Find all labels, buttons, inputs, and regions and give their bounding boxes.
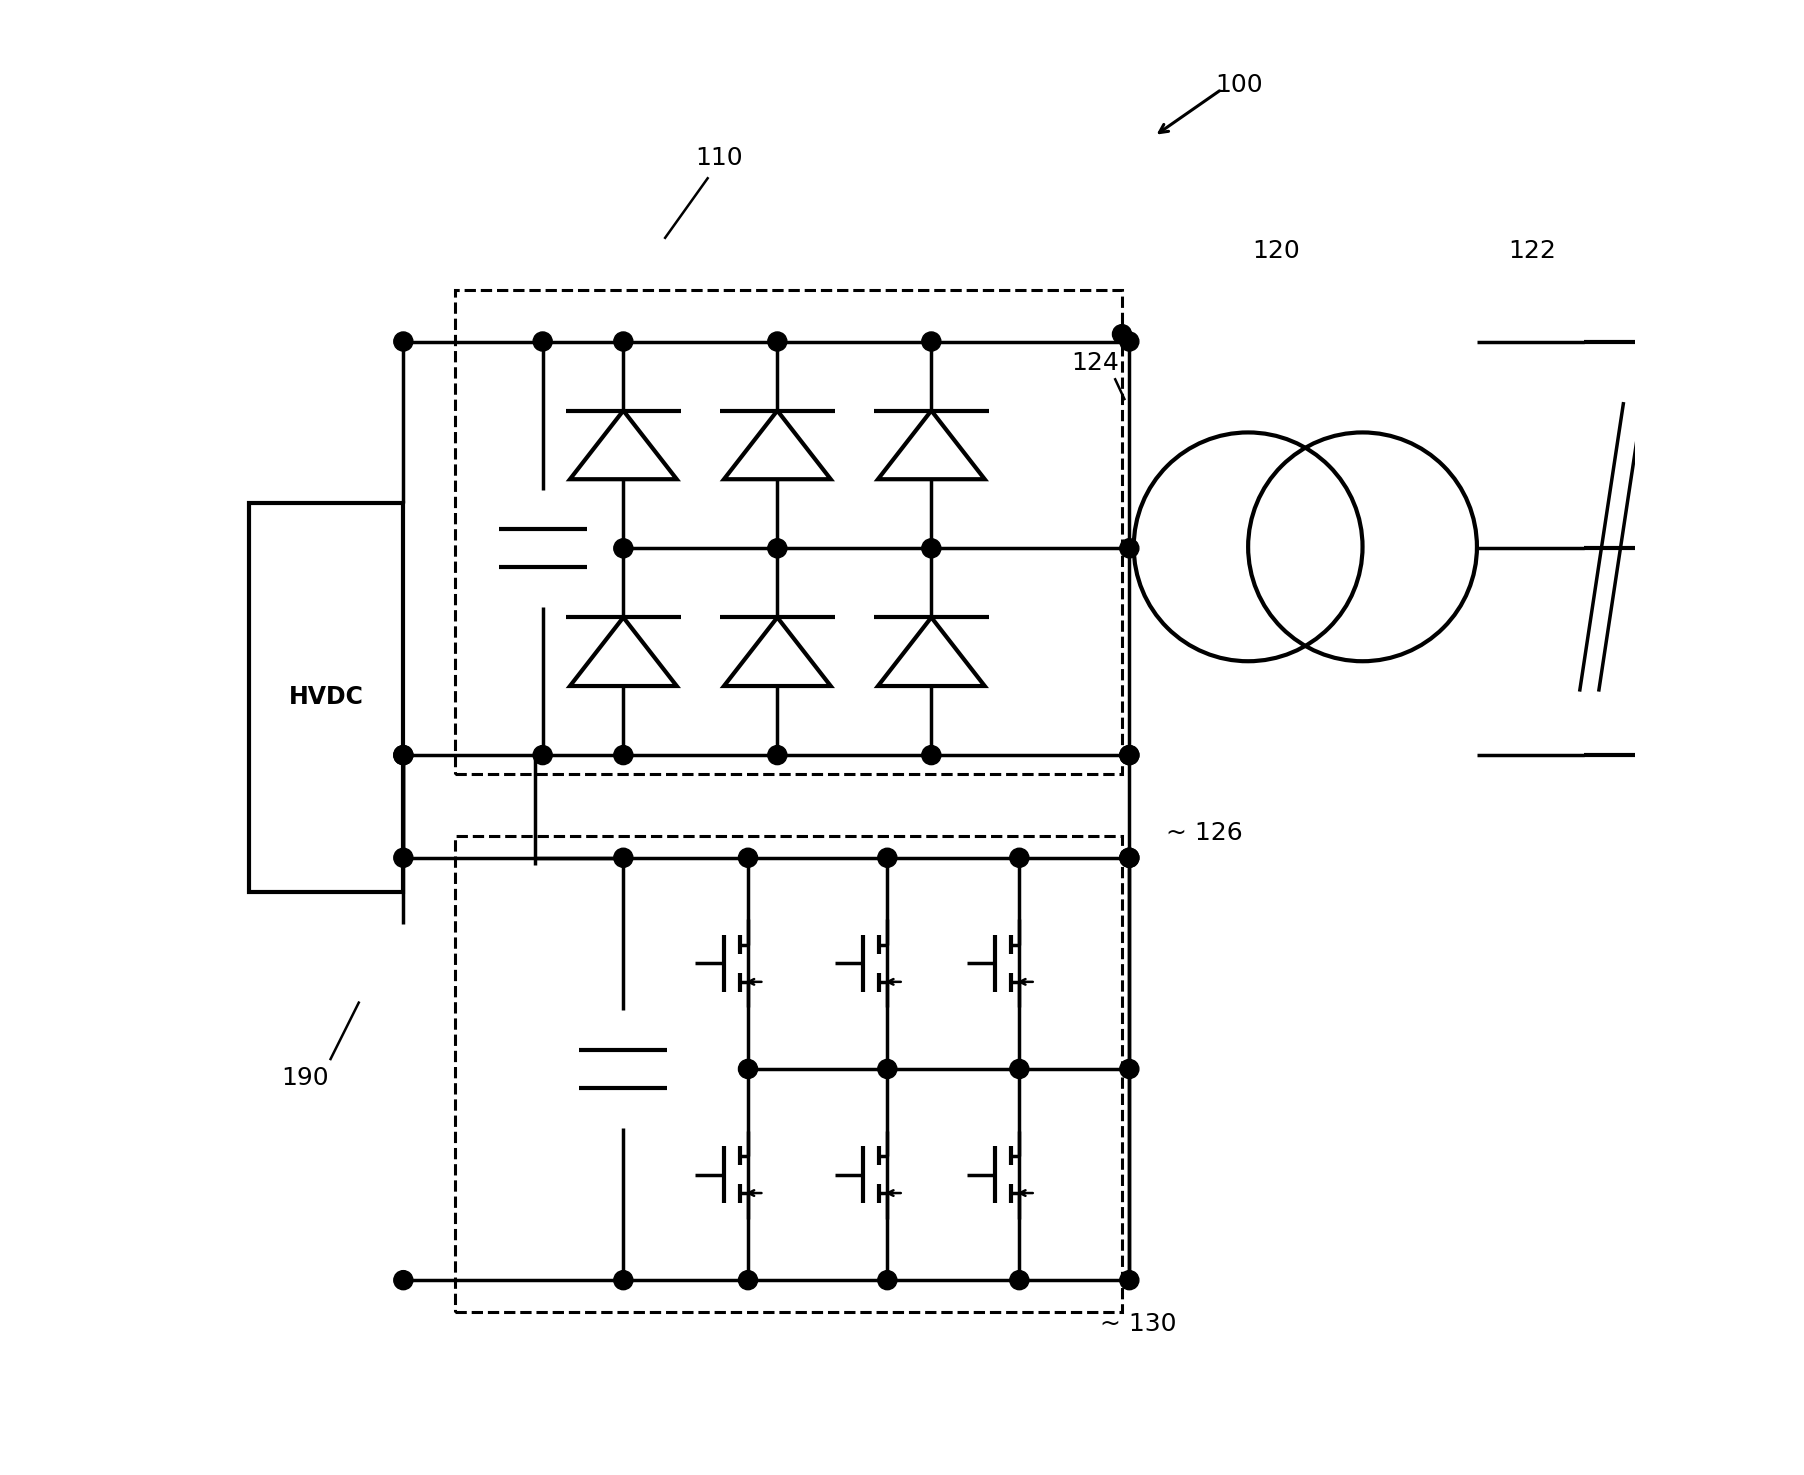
Circle shape [393,848,413,867]
Text: ~ 126: ~ 126 [1165,820,1243,845]
Bar [455,836,1122,1313]
Circle shape [1120,1270,1138,1289]
Circle shape [879,1059,897,1078]
Circle shape [534,332,552,351]
Text: 120: 120 [1252,239,1301,263]
Circle shape [613,848,633,867]
Circle shape [1120,848,1138,867]
Circle shape [393,745,413,764]
Circle shape [738,1270,758,1289]
Text: 124: 124 [1072,351,1120,376]
Circle shape [922,538,942,558]
Text: 100: 100 [1216,72,1263,97]
Polygon shape [879,618,985,686]
Text: ~ 130: ~ 130 [1100,1313,1176,1336]
Circle shape [613,332,633,351]
Circle shape [769,332,787,351]
Circle shape [879,1270,897,1289]
Bar [249,503,404,891]
Polygon shape [570,410,676,479]
Circle shape [1120,1059,1138,1078]
Circle shape [1120,745,1138,764]
Circle shape [613,1270,633,1289]
Text: 122: 122 [1508,239,1557,263]
Polygon shape [570,618,676,686]
Text: 190: 190 [281,1066,328,1090]
Circle shape [879,848,897,867]
Text: 110: 110 [695,146,743,170]
Circle shape [1010,1059,1028,1078]
Bar [455,291,1122,774]
Circle shape [1120,332,1138,351]
Circle shape [1120,848,1138,867]
Polygon shape [879,410,985,479]
Circle shape [393,332,413,351]
Circle shape [738,848,758,867]
Circle shape [922,745,942,764]
Circle shape [534,745,552,764]
Circle shape [1133,432,1362,661]
Circle shape [769,745,787,764]
Circle shape [1010,1270,1028,1289]
Circle shape [393,745,413,764]
Polygon shape [723,618,830,686]
Text: HVDC: HVDC [289,686,364,709]
Circle shape [1120,745,1138,764]
Circle shape [1113,324,1131,344]
Circle shape [1010,848,1028,867]
Circle shape [922,332,942,351]
Polygon shape [723,410,830,479]
Circle shape [1248,432,1477,661]
Circle shape [613,745,633,764]
Circle shape [1120,538,1138,558]
Circle shape [613,538,633,558]
Circle shape [738,1059,758,1078]
Circle shape [393,1270,413,1289]
Circle shape [769,538,787,558]
